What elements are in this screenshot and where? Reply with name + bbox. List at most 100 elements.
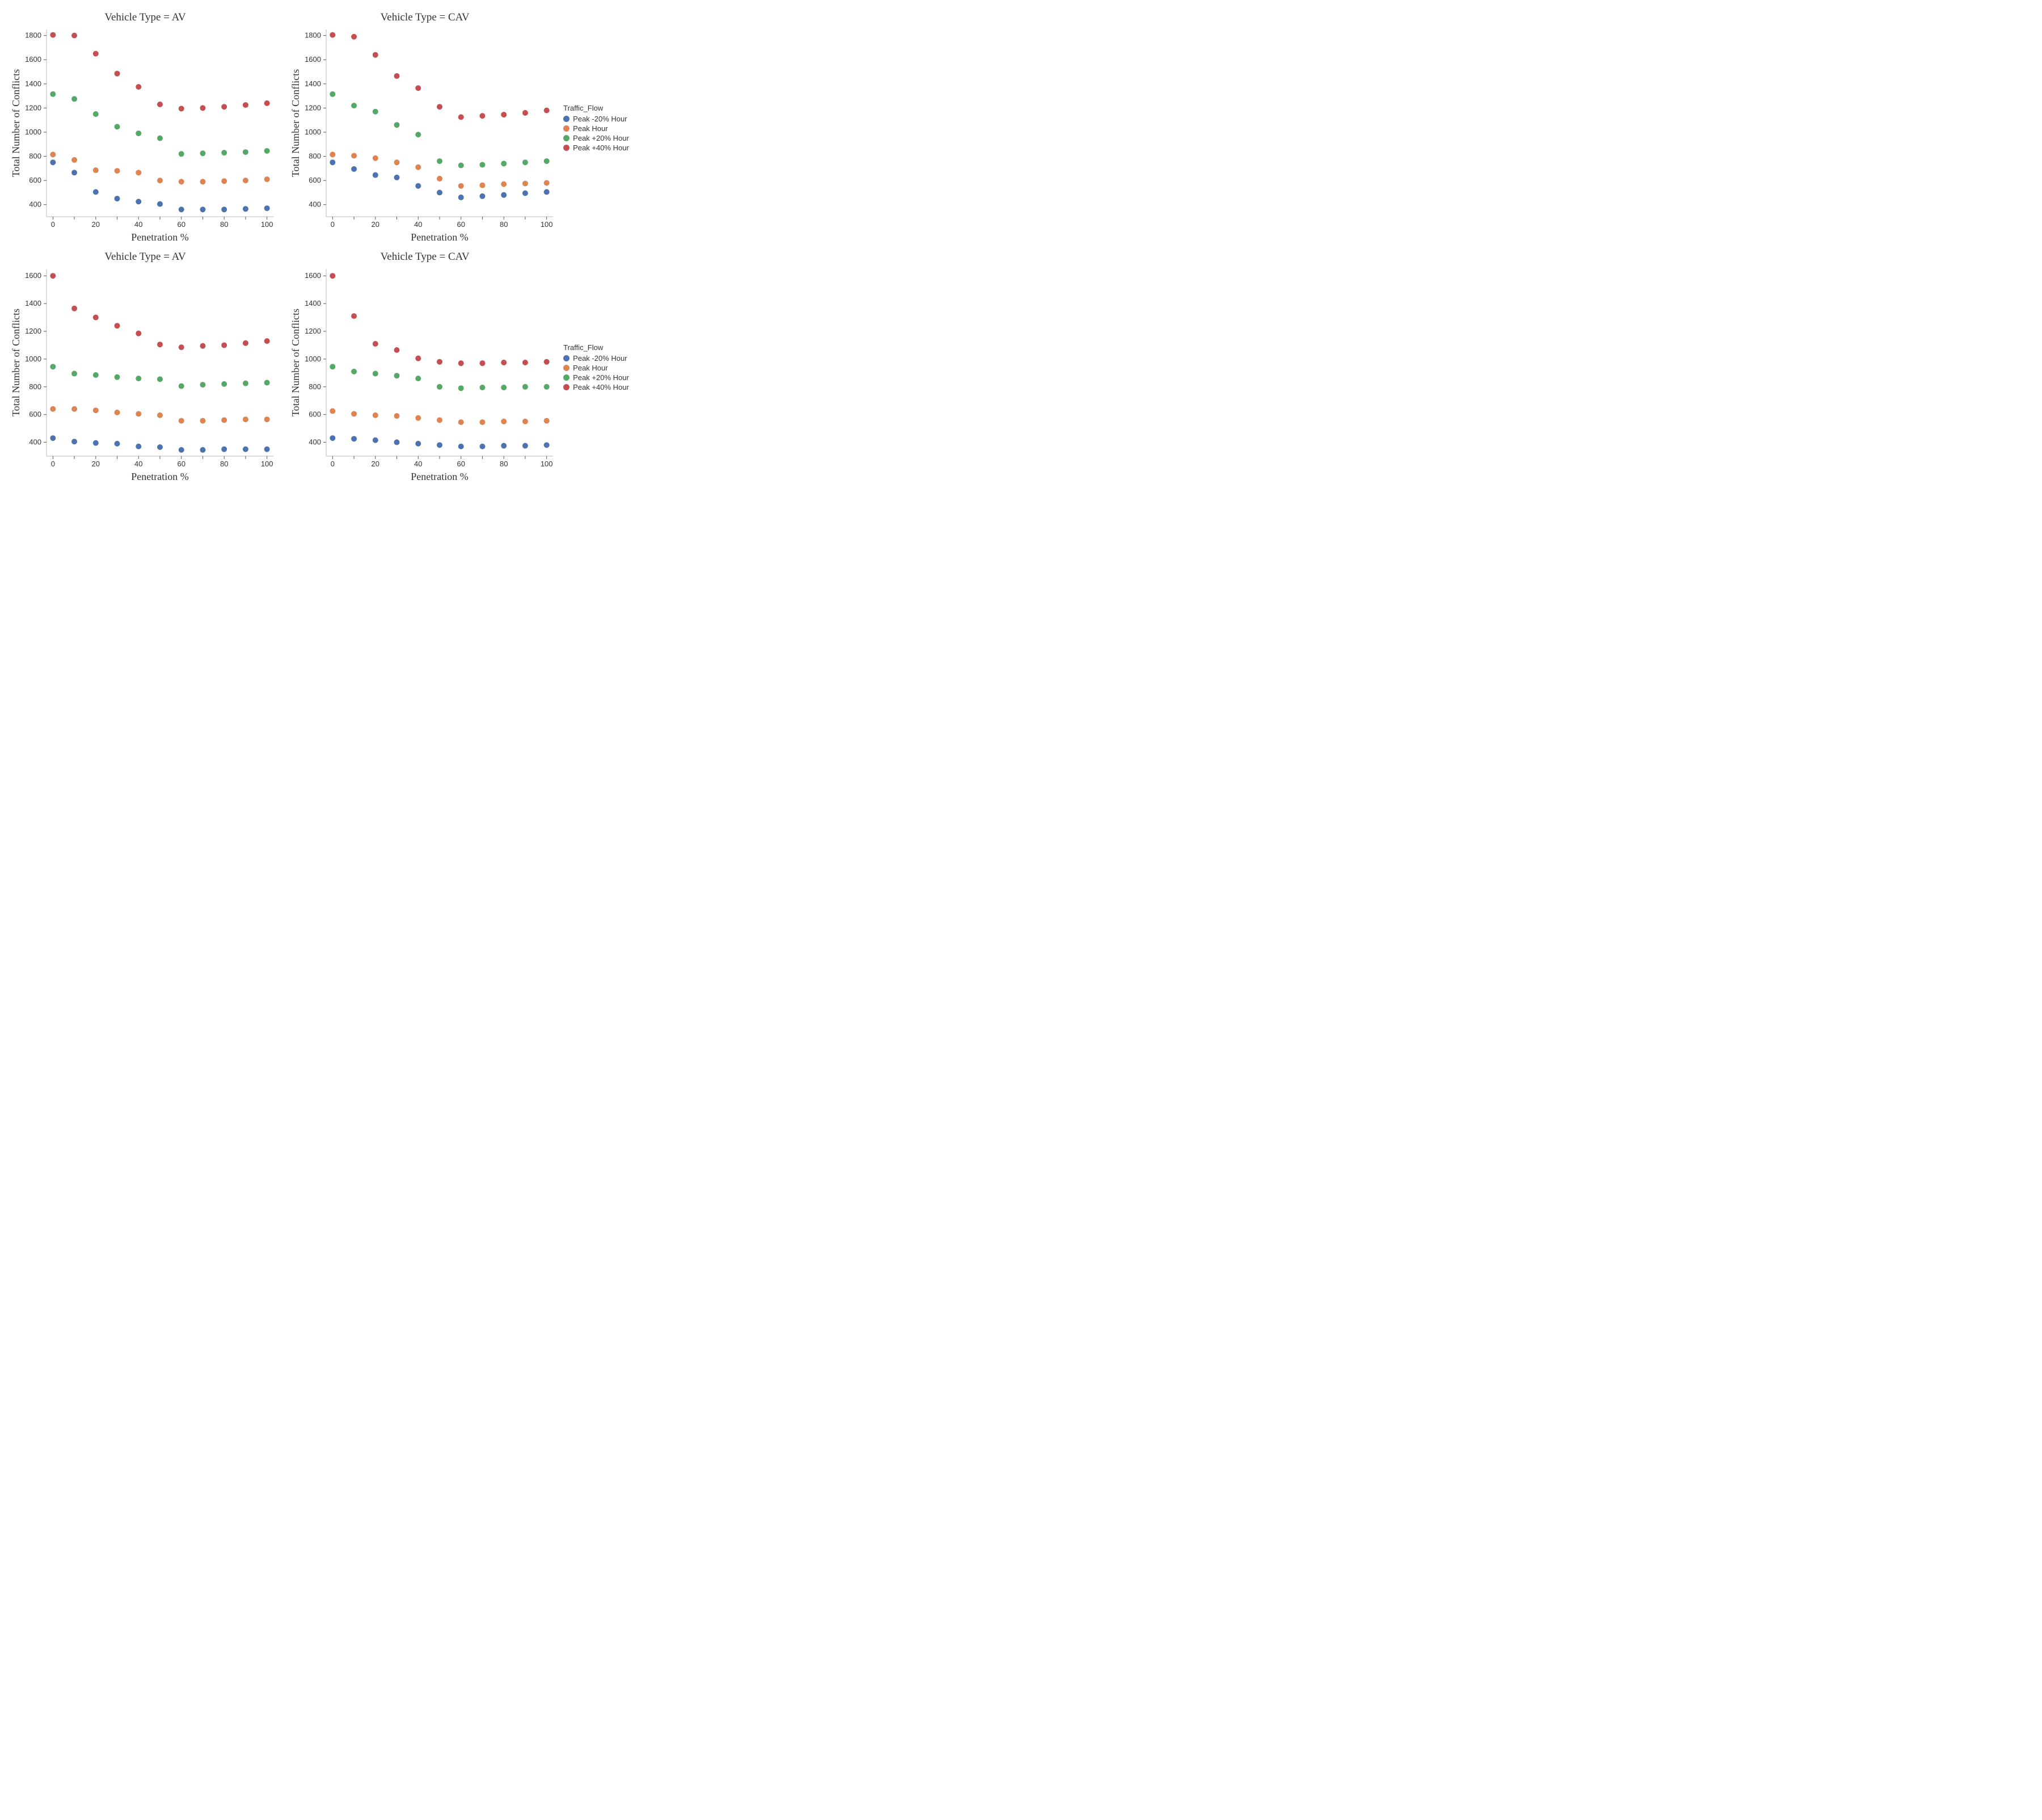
scatter-plot: 0204060801004006008001000120014001600180… [11, 26, 279, 245]
y-tick-label: 600 [29, 410, 41, 419]
x-tick-label: 100 [261, 460, 273, 468]
data-point [330, 273, 335, 279]
x-tick-label: 100 [261, 220, 273, 229]
data-point [480, 419, 486, 425]
panel-title: Vehicle Type = CAV [291, 11, 559, 24]
data-point [394, 347, 400, 353]
chart-panel-top-right: Vehicle Type = CAV0204060801004006008001… [291, 11, 559, 245]
y-axis-label: Total Number of Conflicts [11, 69, 22, 177]
data-point [179, 447, 184, 453]
chart-panel-top-left: Vehicle Type = AV02040608010040060080010… [11, 11, 279, 245]
data-point [115, 196, 120, 201]
data-point [157, 412, 163, 418]
data-point [544, 384, 550, 390]
data-point [501, 192, 507, 198]
data-point [330, 91, 335, 97]
data-point [522, 159, 528, 165]
data-point [501, 112, 507, 117]
x-tick-label: 0 [331, 220, 335, 229]
data-point [501, 419, 507, 424]
legend-label: Peak Hour [573, 124, 607, 133]
y-tick-label: 1400 [25, 79, 41, 88]
data-point [480, 183, 486, 188]
data-point [93, 189, 99, 195]
data-point [458, 195, 464, 200]
data-point [243, 340, 248, 346]
data-point [93, 407, 99, 413]
data-point [373, 109, 378, 115]
data-point [501, 182, 507, 187]
x-tick-label: 40 [134, 220, 142, 229]
data-point [93, 372, 99, 378]
data-point [179, 151, 184, 157]
data-point [394, 73, 400, 79]
data-point [221, 381, 227, 387]
data-point [394, 122, 400, 128]
panel-title: Vehicle Type = CAV [291, 251, 559, 263]
legend-marker [563, 374, 569, 381]
data-point [157, 136, 163, 141]
data-point [458, 114, 464, 120]
data-point [351, 103, 357, 108]
y-tick-label: 1600 [305, 271, 321, 280]
data-point [221, 104, 227, 109]
data-point [221, 150, 227, 155]
x-tick-label: 60 [178, 220, 185, 229]
data-point [351, 153, 357, 158]
data-point [50, 32, 56, 38]
y-tick-label: 1600 [25, 55, 41, 64]
data-point [200, 447, 205, 453]
legend-marker [563, 135, 569, 141]
scatter-plot: 0204060801004006008001000120014001600Pen… [11, 266, 279, 485]
data-point [50, 273, 56, 279]
legend-label: Peak +20% Hour [573, 134, 629, 142]
data-point [221, 417, 227, 423]
legend-item: Peak Hour [563, 124, 629, 133]
y-tick-label: 1000 [305, 355, 321, 363]
legend-title: Traffic_Flow [563, 104, 629, 112]
legend-label: Peak -20% Hour [573, 115, 627, 123]
data-point [544, 158, 550, 164]
data-point [394, 175, 400, 180]
x-tick-label: 100 [541, 460, 553, 468]
data-point [351, 166, 357, 172]
data-point [93, 111, 99, 117]
data-point [115, 374, 120, 380]
data-point [200, 179, 205, 184]
data-point [373, 52, 378, 58]
data-point [264, 446, 270, 452]
y-tick-label: 800 [309, 382, 321, 391]
data-point [351, 436, 357, 441]
data-point [264, 176, 270, 182]
legend-item: Peak +20% Hour [563, 134, 629, 142]
y-tick-label: 600 [309, 410, 321, 419]
legend-item: Peak -20% Hour [563, 354, 629, 363]
x-tick-label: 20 [372, 220, 379, 229]
data-point [50, 159, 56, 165]
y-tick-label: 600 [29, 176, 41, 184]
legend-marker [563, 384, 569, 390]
data-point [480, 162, 486, 167]
data-point [50, 435, 56, 441]
data-point [264, 100, 270, 106]
data-point [71, 306, 77, 311]
y-tick-label: 1200 [25, 327, 41, 335]
data-point [243, 178, 248, 183]
data-point [522, 419, 528, 424]
x-tick-label: 80 [500, 460, 508, 468]
y-tick-label: 1800 [305, 31, 321, 40]
data-point [522, 384, 528, 390]
data-point [501, 443, 507, 449]
data-point [373, 371, 378, 377]
y-tick-label: 1400 [305, 299, 321, 307]
data-point [243, 206, 248, 212]
x-tick-label: 20 [92, 460, 100, 468]
data-point [437, 359, 442, 365]
data-point [264, 205, 270, 211]
legend: Traffic_FlowPeak -20% HourPeak HourPeak … [563, 343, 629, 393]
legend-item: Peak +40% Hour [563, 383, 629, 391]
x-tick-label: 20 [372, 460, 379, 468]
data-point [351, 34, 357, 40]
data-point [458, 444, 464, 449]
data-point [115, 71, 120, 77]
